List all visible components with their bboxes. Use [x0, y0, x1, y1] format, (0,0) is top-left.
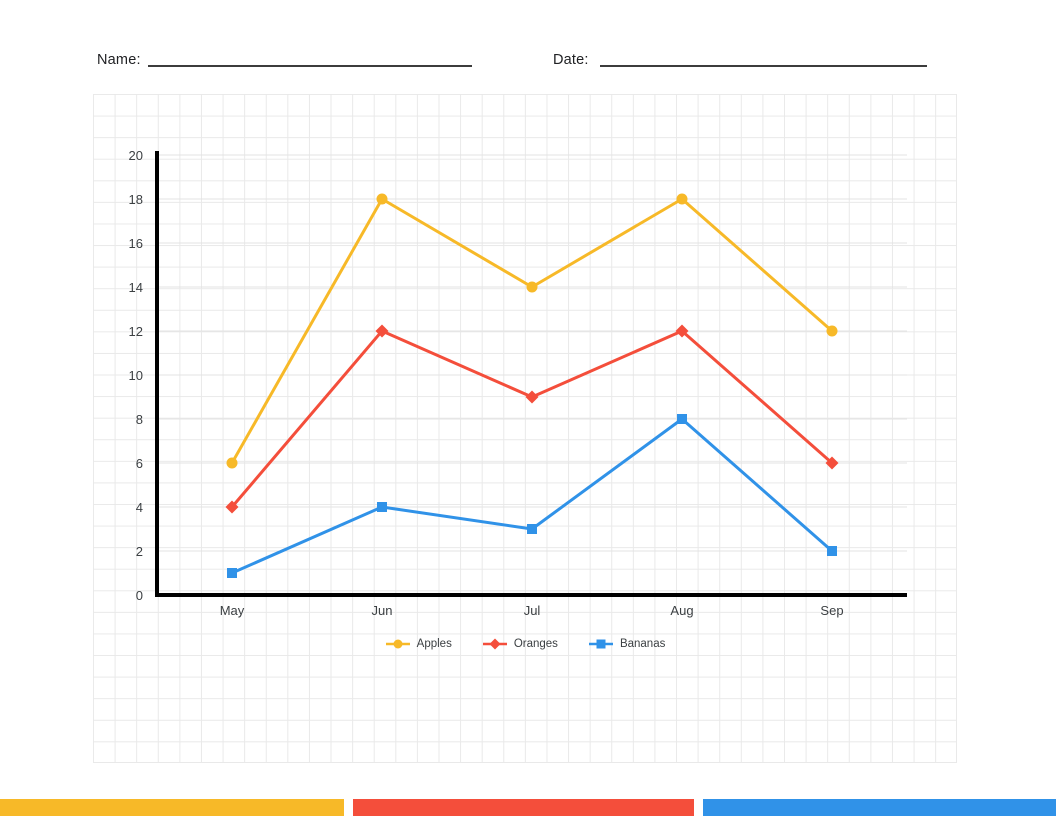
date-blank-line: [600, 65, 927, 67]
data-point-circle: [676, 193, 688, 205]
data-point-circle: [826, 325, 838, 337]
series-apples: [226, 193, 838, 469]
data-point-square: [677, 414, 687, 424]
legend-label: Oranges: [513, 638, 558, 650]
legend-label: Apples: [416, 638, 452, 650]
footer-bar-segment-2: [353, 799, 694, 816]
y-tick-label: 0: [136, 588, 143, 603]
data-point-square: [227, 568, 237, 578]
legend-item-apples: Apples: [385, 638, 452, 650]
y-tick-label: 14: [129, 280, 143, 295]
data-point-square: [377, 502, 387, 512]
y-tick-label: 4: [136, 500, 143, 515]
y-tick-label: 6: [136, 456, 143, 471]
x-tick-label: Jun: [372, 603, 393, 618]
data-point-diamond: [825, 456, 839, 470]
y-tick-label: 18: [129, 192, 143, 207]
chart-legend: Apples Oranges Bananas: [93, 636, 957, 652]
x-tick-label: Aug: [670, 603, 693, 618]
legend-marker-icon: [482, 638, 507, 650]
x-tick-label: Sep: [820, 603, 843, 618]
footer-bar-segment-1: [0, 799, 344, 816]
data-point-diamond: [375, 324, 389, 338]
footer-bar-segment-3: [703, 799, 1056, 816]
data-point-diamond: [225, 500, 239, 514]
data-point-diamond: [675, 324, 689, 338]
graph-paper-background: [93, 94, 957, 763]
x-tick-label: May: [220, 603, 245, 618]
name-label: Name:: [97, 52, 141, 68]
y-tick-label: 20: [129, 148, 143, 163]
footer-accent-bar: [0, 799, 1056, 816]
data-point-circle: [226, 457, 238, 469]
data-point-circle: [376, 193, 388, 205]
y-tick-label: 2: [136, 544, 143, 559]
y-tick-label: 8: [136, 412, 143, 427]
series-line: [230, 417, 834, 575]
data-point-square: [527, 524, 537, 534]
x-tick-label: Jul: [524, 603, 541, 618]
y-tick-label: 16: [129, 236, 143, 251]
series-bananas: [227, 414, 837, 578]
y-tick-label: 12: [129, 324, 143, 339]
legend-marker-icon: [385, 639, 410, 649]
data-point-square: [827, 546, 837, 556]
name-blank-line: [148, 65, 472, 67]
line-chart: 0 2 4 6 8 10 12 14 16 18 20 May Jun Jul Aug Sep: [129, 148, 907, 618]
y-tick-label: 10: [129, 368, 143, 383]
legend-item-oranges: Oranges: [482, 638, 558, 650]
series-oranges: [225, 324, 839, 514]
legend-label: Bananas: [619, 638, 666, 650]
data-point-diamond: [525, 390, 539, 404]
legend-marker-icon: [588, 639, 613, 649]
data-point-circle: [526, 281, 538, 293]
legend-item-bananas: Bananas: [588, 638, 665, 650]
date-label: Date:: [553, 52, 589, 68]
